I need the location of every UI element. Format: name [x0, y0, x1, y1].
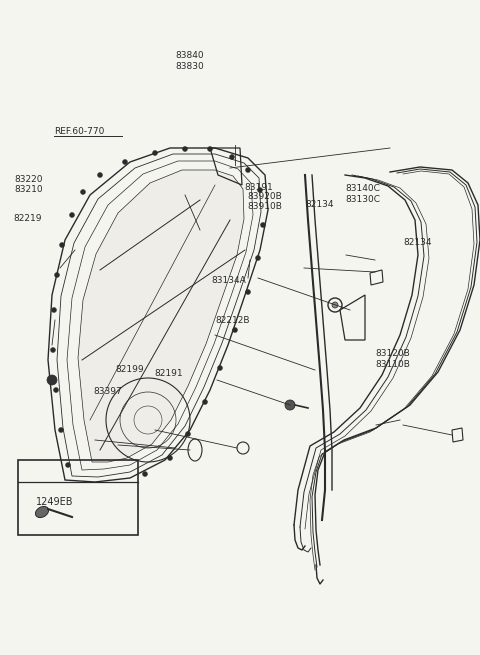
Circle shape [53, 388, 59, 392]
Text: 83397: 83397 [94, 387, 122, 396]
Circle shape [285, 400, 295, 410]
Circle shape [245, 168, 251, 172]
Text: 83920B
83910B: 83920B 83910B [248, 192, 283, 212]
Circle shape [47, 375, 57, 385]
Text: 1249EB: 1249EB [36, 496, 73, 507]
Polygon shape [78, 170, 244, 462]
Text: REF.60-770: REF.60-770 [54, 126, 104, 136]
Text: 82219: 82219 [13, 214, 42, 223]
Circle shape [203, 400, 207, 405]
Circle shape [122, 160, 128, 164]
Circle shape [65, 462, 71, 468]
Circle shape [245, 290, 251, 295]
Text: 83220
83210: 83220 83210 [14, 175, 43, 195]
Circle shape [60, 242, 64, 248]
Bar [18, 460, 138, 535]
Circle shape [81, 189, 85, 195]
Circle shape [232, 328, 238, 333]
Circle shape [257, 187, 263, 193]
Text: 83134A: 83134A [211, 276, 246, 285]
Text: 82199: 82199 [115, 365, 144, 374]
Text: 82212B: 82212B [215, 316, 250, 326]
Circle shape [50, 348, 56, 352]
Circle shape [51, 307, 57, 312]
Circle shape [229, 155, 235, 160]
Circle shape [261, 223, 265, 227]
Circle shape [153, 151, 157, 155]
Text: 82191: 82191 [155, 369, 183, 378]
Circle shape [207, 147, 213, 151]
Circle shape [55, 272, 60, 278]
Circle shape [97, 172, 103, 178]
Text: 83191: 83191 [245, 183, 274, 192]
Text: 82134: 82134 [305, 200, 334, 209]
Circle shape [185, 432, 191, 436]
Text: 83140C
83130C: 83140C 83130C [346, 184, 381, 204]
Ellipse shape [36, 506, 48, 517]
Circle shape [182, 147, 188, 151]
Circle shape [143, 472, 147, 476]
Circle shape [217, 365, 223, 371]
Text: 82134: 82134 [403, 238, 432, 247]
Text: 83120B
83110B: 83120B 83110B [375, 349, 410, 369]
Circle shape [59, 428, 63, 432]
Circle shape [168, 455, 172, 460]
Circle shape [255, 255, 261, 261]
Circle shape [70, 212, 74, 217]
Text: 83840
83830: 83840 83830 [175, 51, 204, 71]
Circle shape [332, 302, 338, 308]
